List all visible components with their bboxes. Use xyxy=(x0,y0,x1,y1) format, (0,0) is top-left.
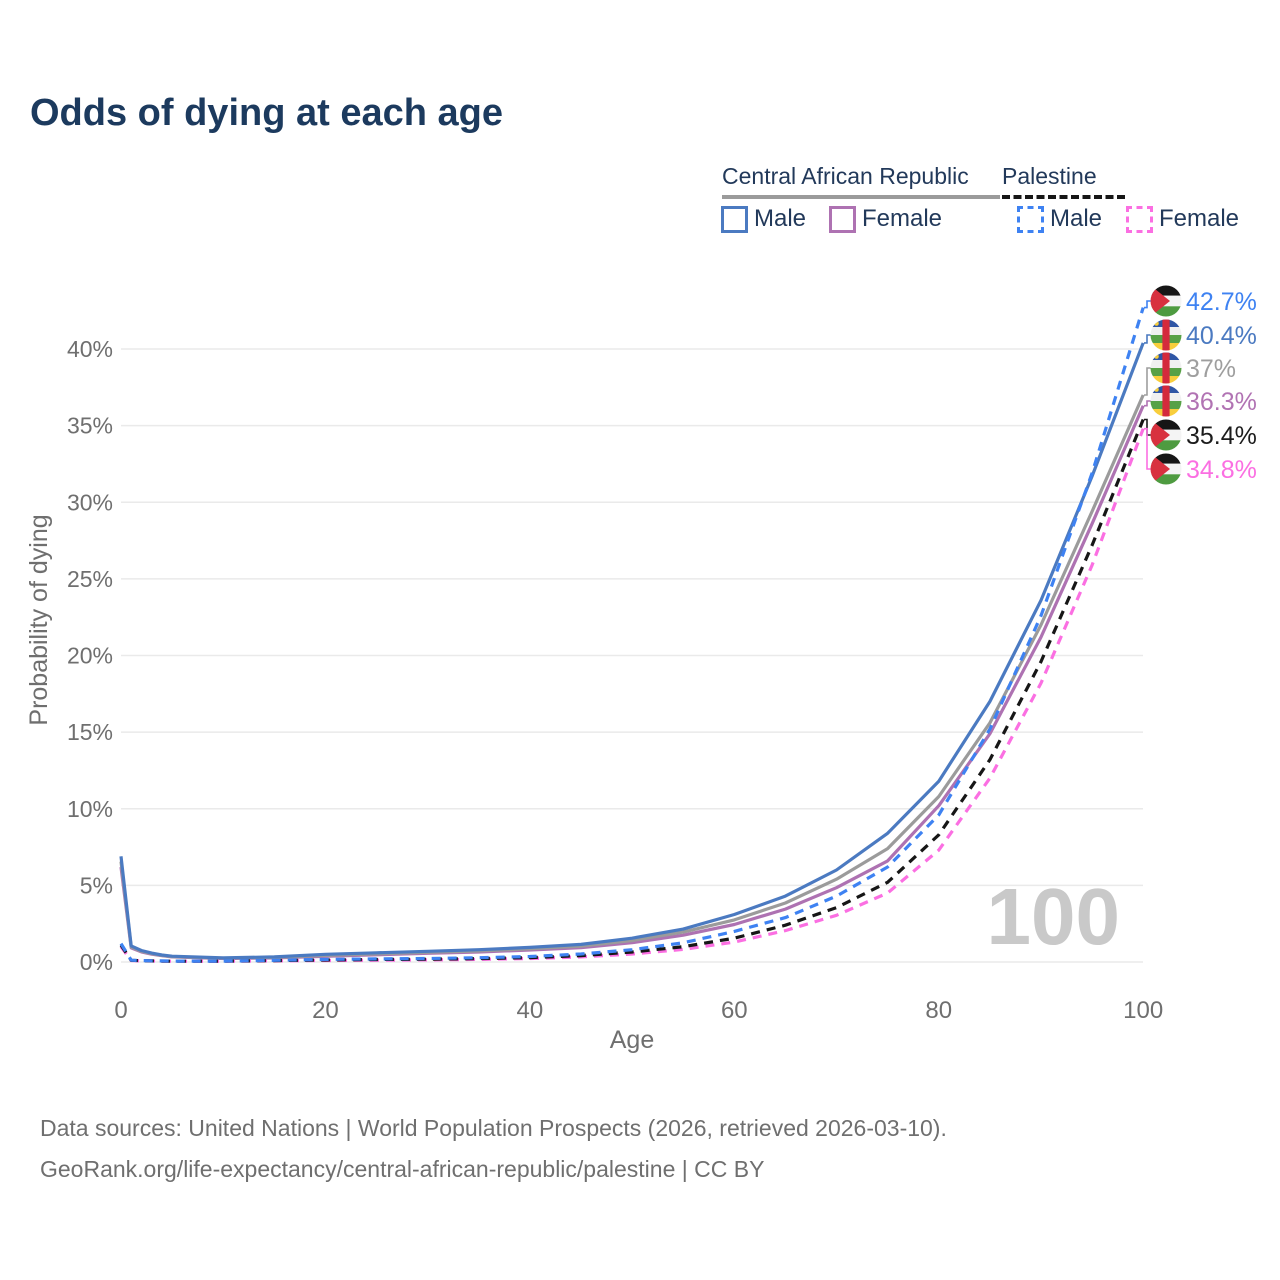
legend-group-central-african-republic: Central African Republic xyxy=(722,163,1000,199)
y-tick-labels: 0% 5% 10% 15% 20% 25% 30% 35% 40% xyxy=(67,336,113,975)
y-tick-label: 30% xyxy=(67,489,113,515)
watermark-age-100: 100 xyxy=(987,872,1120,961)
end-label-value: 37% xyxy=(1186,355,1236,383)
legend-item-palestine-female[interactable]: Female xyxy=(1126,205,1239,233)
y-tick-label: 5% xyxy=(80,872,113,898)
end-label-connector xyxy=(1144,300,1151,309)
legend-group-palestine: Palestine xyxy=(1002,163,1125,199)
end-label-value: 36.3% xyxy=(1186,388,1257,416)
legend-item-car-female[interactable]: Female xyxy=(829,205,942,233)
end-label-connector xyxy=(1144,427,1151,470)
car-female-swatch-icon xyxy=(829,205,856,233)
legend-item-label: Female xyxy=(862,205,943,232)
palestine-male-swatch-icon xyxy=(1017,205,1044,233)
page-title: Odds of dying at each age xyxy=(30,92,503,134)
flag-icon-central-african-republic xyxy=(1150,319,1182,351)
legend-item-car-male[interactable]: Male xyxy=(721,205,806,233)
series-line-palestine-male[interactable] xyxy=(119,307,1145,963)
flag-icon-palestine xyxy=(1150,285,1182,317)
legend-item-label: Male xyxy=(1050,205,1103,232)
x-tick-label: 0 xyxy=(114,997,127,1024)
series-line-palestine-female[interactable] xyxy=(119,428,1145,963)
palestine-female-swatch-icon xyxy=(1126,205,1153,233)
end-label-value: 34.8% xyxy=(1186,456,1257,484)
legend: Central African Republic Palestine Male … xyxy=(0,0,1280,260)
end-labels: 42.7% 40.4% 37% 36.3% 35.4% 34.8% xyxy=(1144,285,1257,485)
footer-attribution: GeoRank.org/life-expectancy/central-afri… xyxy=(40,1156,765,1182)
y-tick-label: 35% xyxy=(67,413,113,439)
end-label-value: 42.7% xyxy=(1186,288,1257,316)
end-label-value: 40.4% xyxy=(1186,322,1257,350)
y-tick-label: 0% xyxy=(80,949,113,975)
legend-item-palestine-male[interactable]: Male xyxy=(1017,205,1102,233)
gridlines xyxy=(121,348,1143,963)
x-axis-title: Age xyxy=(610,1026,654,1054)
x-tick-label: 60 xyxy=(721,997,748,1024)
flag-icon-central-african-republic xyxy=(1150,385,1182,417)
y-tick-label: 10% xyxy=(67,796,113,822)
flag-icon-palestine xyxy=(1150,419,1182,451)
y-tick-label: 25% xyxy=(67,566,113,592)
y-axis-title: Probability of dying xyxy=(25,514,53,725)
x-tick-label: 100 xyxy=(1123,997,1163,1024)
end-label-connector xyxy=(1144,334,1151,344)
footer-sources: Data sources: United Nations | World Pop… xyxy=(40,1115,947,1141)
y-tick-label: 40% xyxy=(67,336,113,362)
flag-icon-palestine xyxy=(1150,453,1182,485)
y-tick-label: 15% xyxy=(67,719,113,745)
end-label-value: 35.4% xyxy=(1186,422,1257,450)
y-tick-label: 20% xyxy=(67,643,113,669)
x-tick-labels: 0 20 40 60 80 100 xyxy=(114,997,1163,1024)
x-tick-label: 80 xyxy=(925,997,952,1024)
end-label-connector xyxy=(1144,367,1151,396)
series-line-central-african-republic-male[interactable] xyxy=(119,342,1145,960)
x-tick-label: 40 xyxy=(517,997,544,1024)
legend-item-label: Male xyxy=(754,205,807,232)
car-male-swatch-icon xyxy=(721,205,748,233)
x-tick-label: 20 xyxy=(312,997,339,1024)
end-label-connector xyxy=(1144,418,1151,436)
flag-icon-central-african-republic xyxy=(1150,352,1182,384)
end-label-connector xyxy=(1144,400,1151,407)
legend-item-label: Female xyxy=(1159,205,1240,232)
series-lines xyxy=(119,307,1145,963)
